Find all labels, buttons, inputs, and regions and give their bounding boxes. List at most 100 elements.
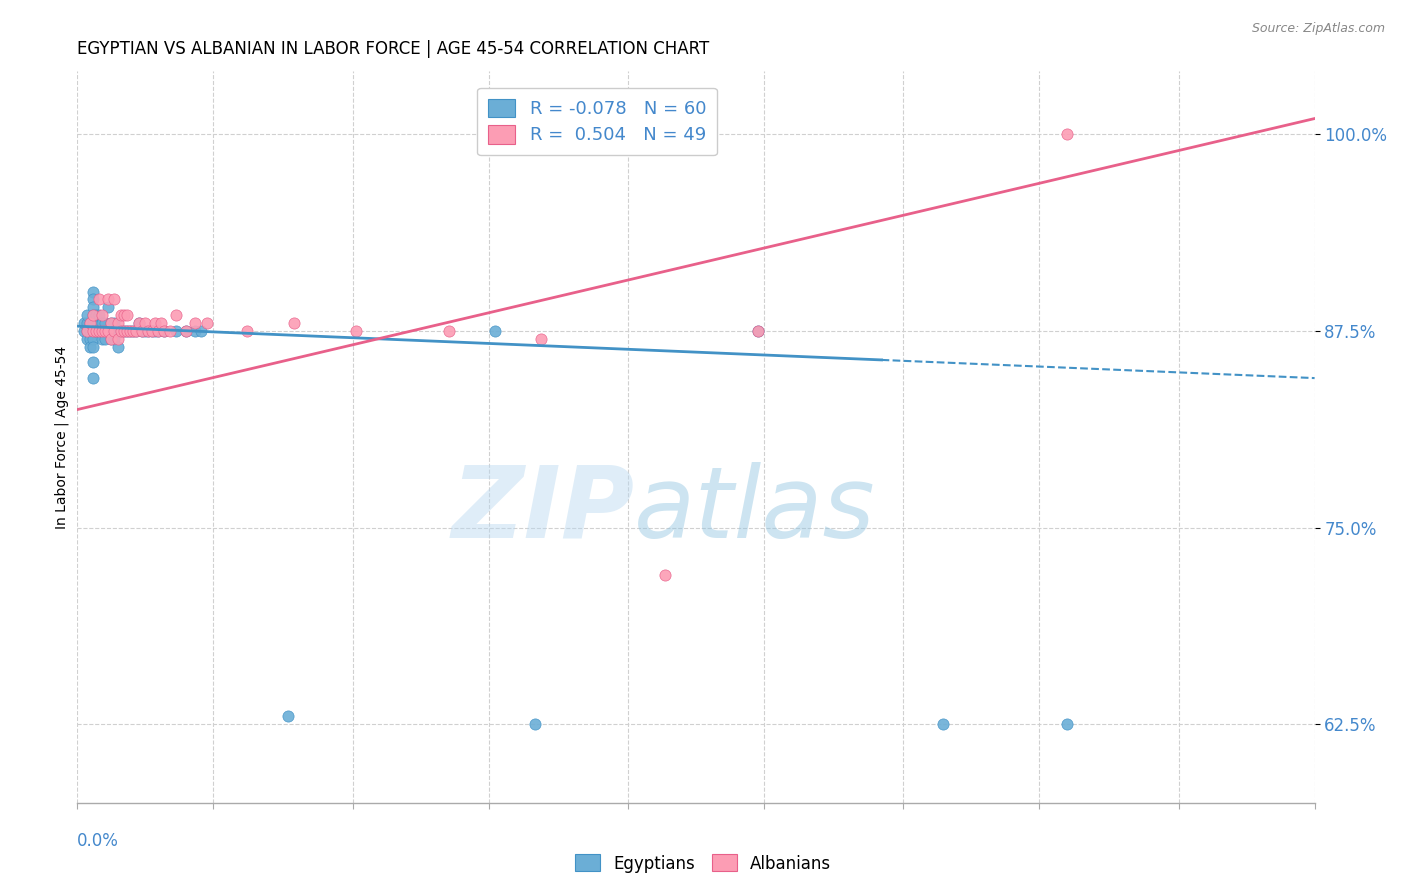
Point: [82, 308, 104, 322]
Legend: Egyptians, Albanians: Egyptians, Albanians: [568, 847, 838, 880]
Point: [82, 285, 104, 299]
Point: [115, 324, 138, 338]
Point: [76, 316, 98, 330]
Point: [91, 324, 114, 338]
Point: [141, 324, 163, 338]
Point: [79, 332, 101, 346]
Point: [107, 316, 129, 330]
Point: [91, 332, 114, 346]
Point: [82, 293, 104, 307]
Point: [72, 324, 94, 338]
Text: EGYPTIAN VS ALBANIAN IN LABOR FORCE | AGE 45-54 CORRELATION CHART: EGYPTIAN VS ALBANIAN IN LABOR FORCE | AG…: [77, 40, 710, 58]
Point: [82, 316, 104, 330]
Point: [159, 324, 181, 338]
Point: [79, 324, 101, 338]
Text: Source: ZipAtlas.com: Source: ZipAtlas.com: [1251, 22, 1385, 36]
Point: [79, 316, 101, 330]
Point: [91, 308, 114, 322]
Point: [79, 340, 101, 354]
Point: [747, 324, 769, 338]
Point: [118, 324, 141, 338]
Point: [484, 324, 506, 338]
Point: [195, 316, 218, 330]
Point: [103, 324, 125, 338]
Point: [747, 324, 769, 338]
Point: [87, 293, 110, 307]
Point: [184, 316, 207, 330]
Point: [100, 316, 122, 330]
Point: [84, 324, 107, 338]
Point: [125, 324, 148, 338]
Point: [165, 308, 187, 322]
Point: [110, 324, 132, 338]
Text: atlas: atlas: [634, 462, 876, 558]
Point: [174, 324, 197, 338]
Point: [84, 324, 107, 338]
Point: [118, 324, 141, 338]
Point: [87, 324, 110, 338]
Point: [100, 316, 122, 330]
Point: [146, 324, 169, 338]
Point: [112, 324, 135, 338]
Point: [76, 324, 98, 338]
Point: [94, 324, 117, 338]
Point: [82, 301, 104, 315]
Point: [82, 371, 104, 385]
Point: [115, 324, 138, 338]
Point: [530, 332, 553, 346]
Point: [131, 324, 153, 338]
Point: [82, 308, 104, 322]
Point: [110, 308, 132, 322]
Point: [76, 308, 98, 322]
Point: [344, 324, 367, 338]
Point: [1056, 717, 1078, 731]
Legend: R = -0.078   N = 60, R =  0.504   N = 49: R = -0.078 N = 60, R = 0.504 N = 49: [477, 87, 717, 155]
Point: [76, 324, 98, 338]
Point: [91, 316, 114, 330]
Point: [125, 324, 148, 338]
Point: [236, 324, 259, 338]
Point: [277, 709, 299, 723]
Point: [97, 324, 120, 338]
Point: [97, 324, 120, 338]
Point: [84, 308, 107, 322]
Point: [82, 355, 104, 369]
Point: [134, 316, 156, 330]
Point: [174, 324, 197, 338]
Point: [100, 332, 122, 346]
Point: [82, 340, 104, 354]
Point: [134, 324, 156, 338]
Point: [97, 293, 120, 307]
Point: [146, 324, 169, 338]
Point: [87, 308, 110, 322]
Point: [149, 316, 172, 330]
Point: [72, 316, 94, 330]
Point: [138, 324, 160, 338]
Point: [141, 324, 163, 338]
Point: [97, 301, 120, 315]
Point: [107, 324, 129, 338]
Point: [437, 324, 460, 338]
Point: [82, 324, 104, 338]
Point: [143, 316, 166, 330]
Point: [153, 324, 176, 338]
Point: [107, 340, 129, 354]
Point: [103, 293, 125, 307]
Y-axis label: In Labor Force | Age 45-54: In Labor Force | Age 45-54: [55, 345, 69, 529]
Point: [122, 324, 145, 338]
Text: ZIP: ZIP: [451, 462, 634, 558]
Point: [932, 717, 955, 731]
Point: [283, 316, 305, 330]
Text: 0.0%: 0.0%: [77, 832, 120, 850]
Point: [524, 717, 547, 731]
Point: [143, 324, 166, 338]
Point: [153, 324, 176, 338]
Point: [82, 324, 104, 338]
Point: [190, 324, 212, 338]
Point: [122, 324, 145, 338]
Point: [110, 324, 132, 338]
Point: [112, 308, 135, 322]
Point: [128, 316, 150, 330]
Point: [138, 324, 160, 338]
Point: [184, 324, 207, 338]
